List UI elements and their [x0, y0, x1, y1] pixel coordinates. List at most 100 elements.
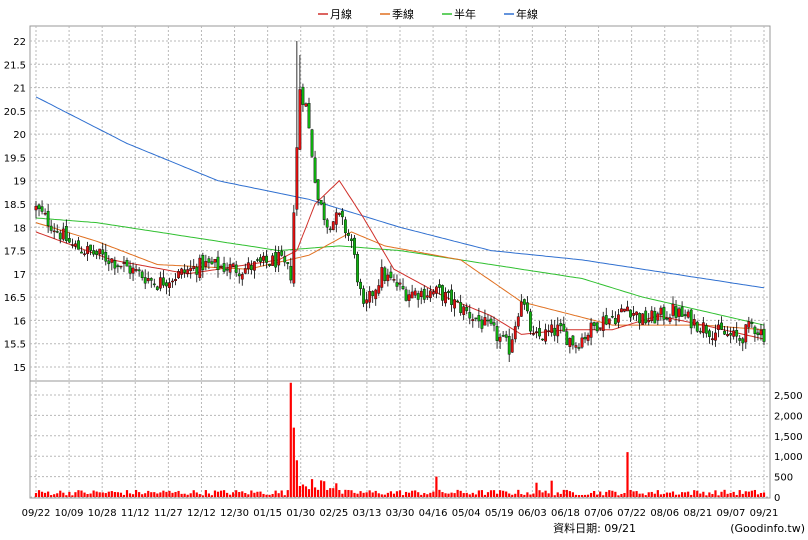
volume-bar — [717, 495, 720, 497]
date-tick-label: 12/12 — [187, 508, 216, 519]
candle-body — [492, 322, 496, 326]
volume-bar — [183, 493, 186, 497]
volume-bar — [201, 495, 204, 497]
candle-body — [665, 318, 669, 320]
volume-bar — [80, 490, 83, 497]
date-tick-label: 03/13 — [352, 508, 381, 519]
volume-bar — [171, 492, 174, 497]
volume-bar — [468, 494, 471, 497]
candle-body — [726, 333, 730, 337]
volume-bar — [335, 483, 338, 497]
volume-bar — [671, 491, 675, 497]
volume-bar — [380, 494, 383, 497]
price-tick-label: 22 — [13, 37, 26, 48]
volume-bar — [489, 490, 493, 497]
price-tick-label: 21 — [13, 84, 26, 95]
volume-bar — [705, 495, 708, 497]
candle-body — [477, 315, 481, 322]
volume-bar — [638, 493, 641, 497]
candle-body — [435, 286, 438, 294]
volume-bar — [222, 490, 226, 497]
candle-body — [74, 243, 77, 247]
price-tick-label: 18.5 — [4, 200, 26, 211]
volume-bar — [44, 492, 47, 497]
volume-bar — [244, 492, 247, 497]
volume-bar — [590, 492, 593, 497]
candle-body — [213, 259, 217, 263]
volume-bar — [34, 493, 38, 497]
price-tick-label: 19 — [13, 177, 26, 188]
candle-body — [507, 336, 511, 355]
price-tick-label: 16.5 — [4, 293, 26, 304]
candle-body — [617, 314, 620, 323]
candle-body — [319, 200, 323, 205]
candle-body — [623, 308, 626, 312]
volume-bar — [77, 490, 80, 497]
candle-body — [571, 335, 575, 346]
volume-bar — [153, 492, 156, 497]
volume-bar — [759, 492, 763, 497]
candle-body — [607, 318, 611, 324]
volume-bar — [368, 490, 371, 497]
volume-bar — [459, 490, 462, 497]
date-tick-label: 01/15 — [253, 508, 282, 519]
volume-bar — [620, 493, 623, 497]
volume-tick-label: 1,000 — [774, 452, 803, 463]
volume-bar — [59, 490, 62, 497]
candle-body — [268, 263, 271, 266]
candle-body — [422, 288, 426, 300]
candle-body — [46, 210, 50, 227]
volume-bar — [453, 493, 456, 497]
volume-bar — [386, 492, 389, 497]
volume-bar — [644, 495, 647, 497]
volume-bar — [37, 490, 41, 497]
volume-bar — [310, 479, 314, 497]
price-tick-label: 15.5 — [4, 340, 26, 351]
candle-body — [313, 157, 317, 183]
volume-bar — [398, 490, 402, 497]
volume-bar — [389, 491, 392, 497]
date-tick-label: 08/06 — [650, 508, 679, 519]
volume-bar — [98, 492, 101, 497]
candle-body — [759, 329, 763, 336]
candle-body — [198, 257, 202, 278]
candle-body — [562, 323, 566, 332]
volume-bar — [219, 490, 223, 497]
candle-body — [553, 327, 557, 336]
candle-body — [613, 318, 617, 325]
volume-bar — [550, 480, 553, 497]
volume-bar — [283, 495, 286, 497]
candle-body — [416, 293, 420, 300]
candle-body — [237, 273, 241, 277]
volume-bar — [271, 493, 274, 497]
volume-bar — [693, 490, 696, 497]
volume-bar — [659, 494, 662, 497]
candle-body — [738, 338, 742, 341]
volume-bar — [238, 492, 241, 497]
candle-body — [207, 258, 211, 263]
candle-body — [219, 266, 223, 268]
candle-body — [265, 255, 268, 263]
candle-body — [222, 263, 226, 272]
volume-axis: 0 500 1,000 1,500 2,000 2,500 — [774, 391, 803, 504]
volume-bar — [577, 495, 581, 497]
volume-bar — [499, 490, 502, 497]
candle-body — [407, 294, 411, 301]
date-tick-label: 09/07 — [716, 508, 745, 519]
date-tick-label: 11/12 — [121, 508, 150, 519]
volume-bar — [404, 491, 408, 497]
volume-bar — [317, 489, 320, 497]
price-tick-label: 17.5 — [4, 247, 26, 258]
candle-body — [547, 330, 551, 332]
candle-body — [231, 263, 235, 267]
candle-body — [441, 285, 444, 301]
volume-tick-label: 2,500 — [774, 391, 803, 402]
volume-bar — [232, 492, 235, 497]
candle-body — [43, 212, 47, 215]
volume-bar — [711, 493, 714, 497]
legend-label: 季線 — [392, 7, 414, 21]
volume-bar — [95, 491, 98, 497]
volume-bar — [207, 493, 210, 497]
candle-body — [152, 283, 156, 286]
